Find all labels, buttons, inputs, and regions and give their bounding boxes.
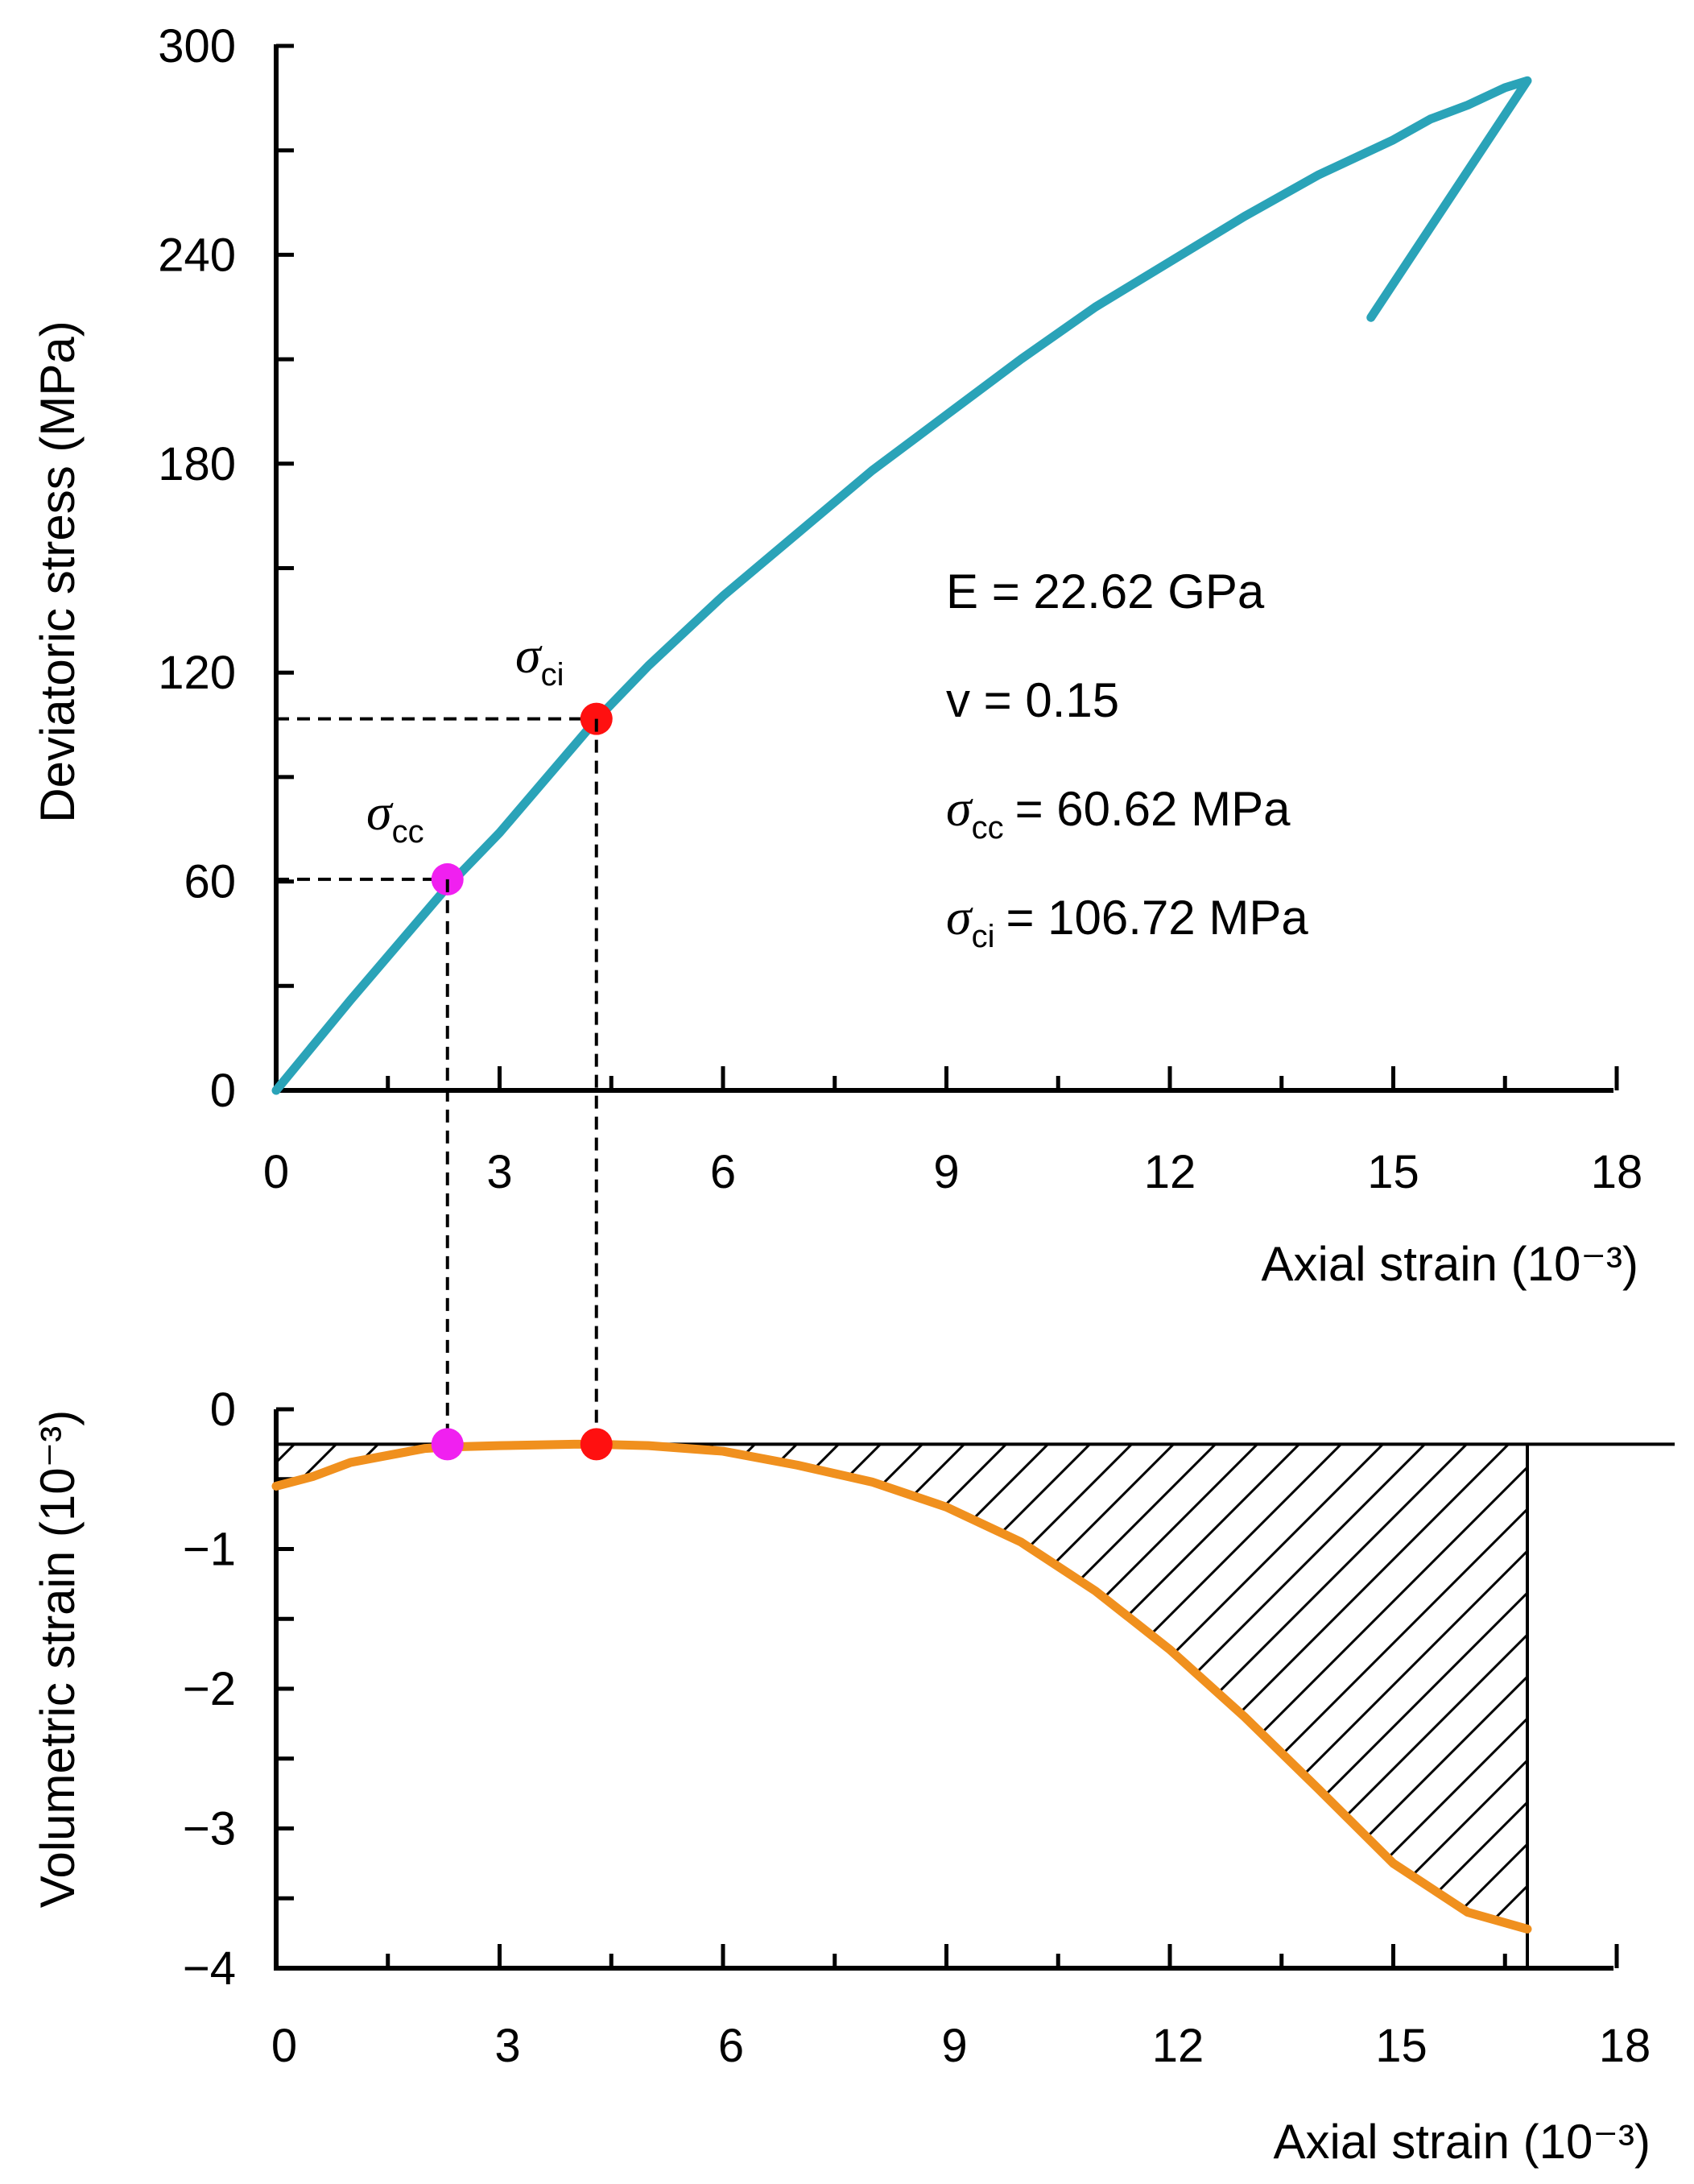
hatch-line bbox=[1389, 1444, 1527, 1930]
sigma-cc-label: σcc bbox=[366, 784, 424, 850]
connecting-guide-lines bbox=[445, 718, 598, 1445]
bottom-x-tick-label: 9 bbox=[941, 2020, 967, 2072]
hatch-line bbox=[1305, 1444, 1527, 1930]
hatch-line bbox=[276, 1444, 616, 1930]
bottom-x-tick-label: 3 bbox=[494, 2020, 520, 2072]
hatch-line bbox=[1221, 1444, 1527, 1930]
hatch-line bbox=[928, 1444, 1495, 1930]
top-x-tick-label: 15 bbox=[1367, 1146, 1419, 1198]
hatch-line bbox=[593, 1444, 1160, 1930]
bottom-y-tick-label: −2 bbox=[183, 1663, 236, 1715]
bottom-x-tick-label: 0 bbox=[271, 2020, 297, 2072]
hatch-line bbox=[1473, 1444, 1527, 1930]
top-x-tick-label: 12 bbox=[1144, 1146, 1196, 1198]
hatch-line bbox=[342, 1444, 909, 1930]
bottom-y-tick-label: −3 bbox=[183, 1803, 236, 1855]
top-y-tick-label: 60 bbox=[184, 856, 236, 908]
hatch-line bbox=[1096, 1444, 1527, 1930]
bottom-x-tick-label: 12 bbox=[1152, 2020, 1204, 2072]
top-y-tick-label: 180 bbox=[158, 438, 236, 490]
top-y-tick-label: 300 bbox=[158, 20, 236, 72]
top-x-tick-label: 3 bbox=[486, 1146, 512, 1198]
hatch-line bbox=[1514, 1444, 1527, 1930]
hatch-line bbox=[761, 1444, 1328, 1930]
hatch-line bbox=[1431, 1444, 1527, 1930]
hatch-line bbox=[1642, 1417, 1694, 1981]
hatch-line bbox=[1263, 1444, 1527, 1930]
bottom-axis-ticks bbox=[274, 1407, 1619, 1971]
deviatoric-stress-curve bbox=[271, 76, 1532, 1095]
top-x-tick-labels: 0 3 6 9 12 15 18 bbox=[263, 1146, 1642, 1198]
hatch-line bbox=[1684, 1417, 1694, 1981]
modulus-text: E = 22.62 GPa bbox=[946, 565, 1265, 618]
bottom-y-tick-label: −1 bbox=[183, 1524, 236, 1576]
bottom-y-axis-title: Volumetric strain (10⁻³) bbox=[31, 1410, 85, 1909]
hatch-line bbox=[1012, 1444, 1527, 1930]
top-x-tick-label: 6 bbox=[710, 1146, 736, 1198]
hatch-line bbox=[300, 1444, 867, 1930]
sigma-ci-label: σci bbox=[515, 627, 564, 693]
hatch-line bbox=[1600, 1417, 1694, 1981]
hatch-line bbox=[0, 1417, 196, 1981]
hatch-line bbox=[552, 1444, 1118, 1930]
hatch-line bbox=[803, 1444, 1370, 1930]
bottom-x-tick-label: 15 bbox=[1375, 2020, 1428, 2072]
hatch-line bbox=[276, 1444, 658, 1930]
top-x-tick-label: 18 bbox=[1591, 1146, 1643, 1198]
bottom-y-tick-labels: 0 −1 −2 −3 −4 bbox=[183, 1384, 236, 1995]
hatch-line bbox=[1558, 1417, 1694, 1981]
volumetric-strain-curve bbox=[271, 1439, 1532, 1934]
hatch-line bbox=[276, 1444, 742, 1930]
hatch-line bbox=[384, 1444, 951, 1930]
hatch-line bbox=[677, 1444, 1244, 1930]
bottom-y-tick-label: 0 bbox=[210, 1384, 236, 1436]
bottom-x-tick-labels: 0 3 6 9 12 15 18 bbox=[271, 2020, 1651, 2072]
poisson-text: v = 0.15 bbox=[946, 673, 1119, 727]
hatch-line bbox=[276, 1444, 825, 1930]
top-y-tick-labels: 0 60 120 180 240 300 bbox=[158, 20, 236, 1117]
hatch-line bbox=[426, 1444, 993, 1930]
volumetric-strain-chart: 0 −1 −2 −3 −4 0 3 6 9 12 15 18 Axial strain (10⁻³)… bbox=[0, 1384, 1694, 2169]
deviatoric-stress-chart: 0 60 120 180 240 300 0 3 6 9 12 15 18 Axial strain … bbox=[31, 20, 1642, 1291]
bottom-x-axis-title: Axial strain (10⁻³) bbox=[1274, 2115, 1651, 2169]
top-y-tick-label: 120 bbox=[158, 647, 236, 699]
bottom-y-tick-label: −4 bbox=[183, 1942, 236, 1995]
bottom-x-tick-label: 6 bbox=[718, 2020, 744, 2072]
sci-value-text: σci = 106.72 MPa bbox=[946, 888, 1308, 954]
top-axis-ticks bbox=[274, 43, 1619, 1093]
hatch-line bbox=[719, 1444, 1286, 1930]
top-y-axis-title: Deviatoric stress (MPa) bbox=[31, 321, 85, 822]
top-y-tick-label: 240 bbox=[158, 229, 236, 281]
hatch-line bbox=[510, 1444, 1076, 1930]
hatch-line bbox=[1054, 1444, 1527, 1930]
top-x-tick-label: 9 bbox=[933, 1146, 959, 1198]
top-guide-lines bbox=[276, 717, 597, 881]
top-y-tick-label: 0 bbox=[210, 1065, 236, 1117]
top-x-tick-label: 0 bbox=[263, 1146, 289, 1198]
hatch-line bbox=[886, 1444, 1453, 1930]
bottom-x-tick-label: 18 bbox=[1599, 2020, 1651, 2072]
hatch-line bbox=[1347, 1444, 1527, 1930]
sigma-ci-point-bottom bbox=[580, 1428, 613, 1461]
hatch-line bbox=[468, 1444, 1035, 1930]
hatch-line bbox=[276, 1444, 783, 1930]
top-x-axis-title: Axial strain (10⁻³) bbox=[1262, 1237, 1638, 1291]
scc-value-text: σcc = 60.62 MPa bbox=[946, 780, 1291, 846]
sigma-cc-point-bottom bbox=[431, 1428, 464, 1461]
